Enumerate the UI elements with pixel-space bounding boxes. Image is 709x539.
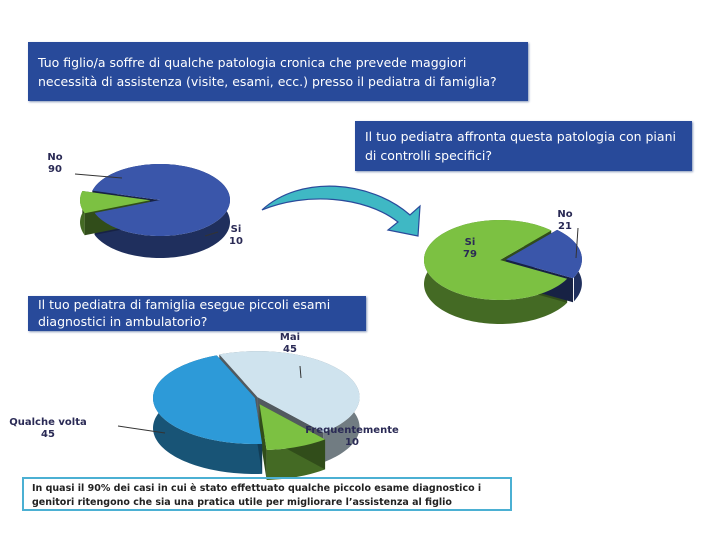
slice-label: Frequentemente 10 (305, 425, 399, 448)
pie-slice-mai (219, 351, 360, 433)
pie-slice-si (80, 190, 151, 214)
leader-line (575, 227, 579, 259)
slice-label: Qualche volta 45 (9, 417, 86, 440)
slice-value: 45 (283, 344, 297, 355)
conclusion-note: In quasi il 90% dei casi in cui è stato … (22, 477, 512, 511)
leader-line (74, 173, 123, 179)
slice-value: 90 (48, 164, 62, 175)
leader-line (204, 231, 219, 237)
pie-chart-1: No 90 Si 10 (47, 152, 243, 258)
slice-label: Mai 45 (280, 332, 300, 355)
pie-slice-no (505, 229, 582, 279)
slice-value: 45 (41, 429, 55, 440)
slice-value: 79 (463, 249, 477, 260)
question-3-title: Il tuo pediatra di famiglia esegue picco… (28, 296, 366, 331)
slice-label: No 90 (47, 152, 62, 175)
pie-slice-no (92, 164, 230, 236)
pie-chart-2: Si 79 No 21 (424, 209, 582, 324)
arrow-icon (261, 185, 421, 237)
slice-category: Mai (280, 332, 300, 343)
slice-category: Qualche volta (9, 417, 86, 428)
slice-category: Si (231, 224, 242, 235)
question-2-title: Il tuo pediatra affronta questa patologi… (355, 121, 692, 171)
slice-label: Si 10 (229, 224, 243, 247)
slice-label: Si 79 (463, 237, 477, 260)
slice-category: No (557, 209, 572, 220)
slice-label: No 21 (557, 209, 572, 232)
pie-cut-face (259, 404, 267, 481)
leader-line (117, 425, 166, 434)
leader-line (299, 365, 302, 379)
slice-value: 21 (558, 221, 572, 232)
pie-slice-frequentemente (259, 404, 326, 451)
slice-category: Si (465, 237, 476, 248)
slice-value: 10 (229, 236, 243, 247)
question-1-title: Tuo figlio/a soffre di qualche patologia… (28, 42, 528, 101)
slice-value: 10 (345, 437, 359, 448)
pie-slice-qualche-volta (153, 355, 263, 444)
slice-category: Frequentemente (305, 425, 399, 436)
pie-slice-si (424, 220, 568, 300)
slice-category: No (47, 152, 62, 163)
